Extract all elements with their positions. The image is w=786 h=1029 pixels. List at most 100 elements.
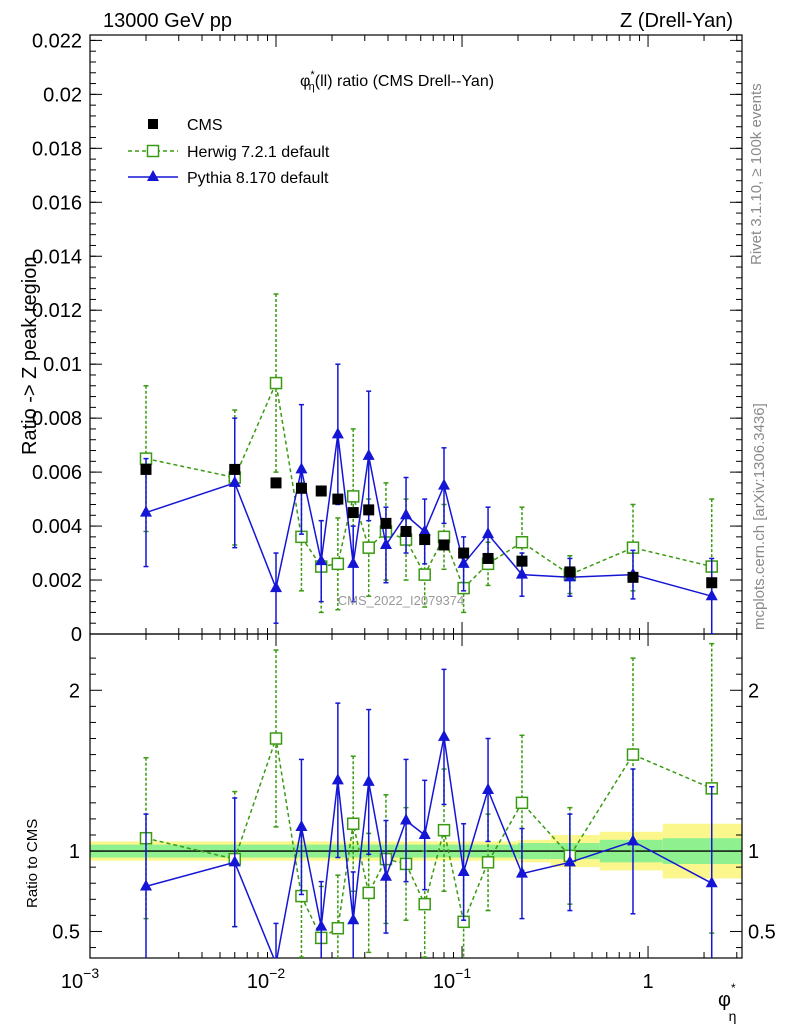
x-axis-label-base: φ [718, 989, 731, 1011]
main-cms-point [400, 525, 412, 537]
y-tick-label: 0.008 [32, 408, 82, 430]
x-axis-label: φ* η [718, 981, 736, 1024]
main-herwig-point [269, 376, 283, 390]
ratio-herwig-point [515, 796, 529, 810]
main-panel-series [139, 293, 718, 634]
ratio-pythia-point [275, 956, 277, 958]
main-herwig-point [515, 536, 529, 549]
legend-pythia-marker [147, 170, 159, 181]
main-cms-point [627, 571, 639, 583]
y-tick-label: 0.016 [32, 192, 82, 214]
main-pythia-point [347, 556, 360, 568]
plot-title-base: φ [300, 73, 310, 90]
ratio-herwig-point [626, 748, 640, 761]
main-pythia-point [457, 556, 470, 568]
y-tick-label: 0.006 [32, 462, 82, 484]
main-herwig-point [362, 541, 375, 554]
ratio-pythia-point [315, 919, 328, 931]
main-cms-point [295, 482, 307, 494]
main-herwig-line [145, 380, 712, 590]
ratio-pythia-point [347, 913, 360, 925]
main-pythia-point [379, 537, 392, 549]
main-cms-point [315, 485, 327, 497]
main-cms-point [140, 463, 152, 475]
plot-title: φ* η(ll) ratio (CMS Drell--Yan) [300, 69, 494, 93]
legend-cms-label: CMS [187, 117, 223, 134]
ratio-panel-series [139, 642, 718, 958]
main-ylabel: Ratio -> Z peak region [19, 257, 41, 455]
x-tick-label-base: 10 [247, 971, 269, 993]
main-cms-point [363, 504, 375, 516]
ratio-herwig-point [362, 886, 375, 900]
ratio-pythia-point [228, 855, 241, 867]
main-cms-point [458, 547, 470, 559]
ratio-pythia-point [139, 879, 152, 891]
plot-title-sup: * [310, 69, 315, 81]
x-tick-label-base: 1 [642, 971, 653, 993]
main-pythia-point [418, 524, 431, 536]
main-herwig-point [346, 490, 360, 503]
y-tick-label: 0.022 [32, 30, 82, 52]
axis-ticks: 0 0.002 0.004 0.006 0.008 0.01 0.012 0.014 0.016… [32, 30, 776, 993]
main-pythia-point [295, 462, 308, 474]
main-cms-point [347, 507, 359, 519]
ratio-pythia-point [331, 773, 344, 785]
x-tick-label-exponent: −3 [83, 965, 99, 981]
ratio-herwig-point [331, 922, 345, 935]
x-tick-label: 10−1 [433, 965, 471, 993]
ratio-pythia-point [295, 819, 308, 831]
ratio-pythia-line [145, 736, 713, 958]
data-series [139, 293, 718, 958]
ratio-y-tick-label-right: 2 [748, 680, 759, 702]
chart-labels: 13000 GeV pp Z (Drell-Yan) Rivet 3.1.10,… [19, 10, 768, 1024]
main-cms-point [706, 577, 718, 589]
main-herwig-point [418, 568, 431, 581]
ratio-herwig-point [346, 817, 360, 830]
x-tick-label-base: 10 [61, 971, 83, 993]
legend: CMS Herwig 7.2.1 default Pythia 8.170 de… [128, 117, 330, 187]
ratio-pythia-point [457, 864, 470, 876]
mcplots-label: mcplots.cern.ch [arXiv:1306.3436] [751, 403, 768, 630]
header-right: Z (Drell-Yan) [620, 10, 733, 32]
ratio-y-tick-label-right: 0.5 [748, 921, 776, 943]
main-pythia-point [362, 448, 375, 460]
x-tick-label-base: 10 [433, 971, 455, 993]
main-cms-point [564, 566, 576, 578]
legend-pythia-label: Pythia 8.170 default [187, 170, 329, 187]
main-cms-point [380, 517, 392, 529]
main-pythia-point [315, 554, 328, 566]
ratio-pythia-point [400, 813, 413, 825]
y-tick-label: 0.012 [32, 300, 82, 322]
main-pythia-point [515, 567, 528, 579]
ratio-plot-frame [89, 633, 743, 959]
main-pythia-point [400, 508, 413, 520]
ratio-y-tick-label: 2 [69, 680, 80, 702]
ratio-y-tick-label-right: 1 [748, 841, 759, 863]
x-tick-label: 1 [642, 971, 653, 993]
y-tick-label: 0.002 [32, 570, 82, 592]
ratio-pythia-point [626, 834, 639, 846]
x-tick-label: 10−3 [61, 965, 99, 993]
ratio-pythia-point [515, 866, 528, 878]
ratio-pythia-point [705, 876, 718, 888]
y-tick-label: 0.02 [43, 84, 82, 106]
x-tick-label: 10−2 [247, 965, 285, 993]
main-cms-point [229, 463, 241, 475]
ratio-herwig-point [481, 856, 495, 869]
x-axis-label-sup: * [731, 981, 736, 995]
ratio-herwig-point [418, 897, 431, 911]
main-pythia-point [482, 527, 495, 539]
rivet-version-label: Rivet 3.1.10, ≥ 100k events [748, 83, 765, 265]
plot-frames [89, 34, 743, 959]
y-tick-label: 0 [71, 624, 82, 646]
plot-title-rest: (ll) ratio (CMS Drell--Yan) [315, 73, 494, 90]
main-pythia-point [228, 475, 241, 487]
y-tick-label: 0.014 [32, 246, 82, 268]
ratio-herwig-line [145, 738, 712, 939]
analysis-watermark: CMS_2022_I2079374 [338, 593, 465, 608]
legend-herwig-label: Herwig 7.2.1 default [187, 144, 330, 161]
main-cms-point [516, 555, 528, 567]
legend-cms-marker [148, 119, 158, 129]
ratio-pythia-point [418, 827, 431, 839]
